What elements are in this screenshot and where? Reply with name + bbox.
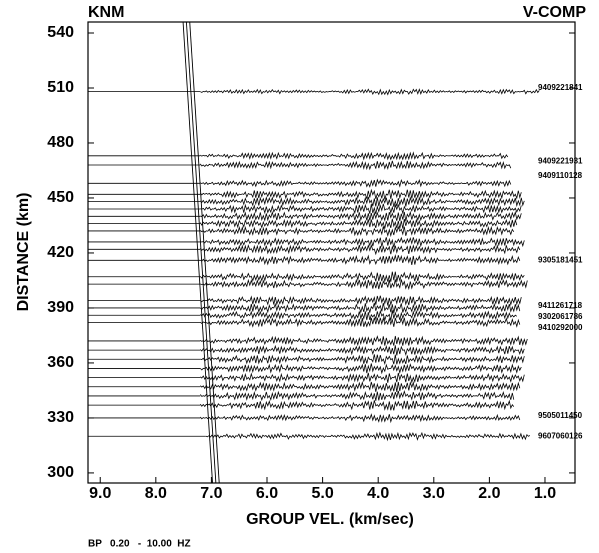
y-tick-label: 480: [47, 134, 74, 151]
trace-waveform: [200, 188, 522, 200]
trace-waveform: [200, 178, 512, 188]
trace-waveform: [200, 236, 525, 248]
trace-waveform: [199, 244, 521, 256]
velocity-reference-line: [189, 21, 220, 484]
x-tick-label: 4.0: [367, 485, 389, 502]
x-tick-label: 7.0: [200, 485, 222, 502]
trace-waveform: [200, 210, 522, 222]
trace-waveform: [200, 372, 525, 384]
event-label: 9505011450: [538, 411, 583, 420]
event-label: 9409110128: [538, 171, 583, 180]
y-tick-label: 300: [47, 464, 74, 481]
station-label: KNM: [88, 4, 124, 21]
trace-waveform: [199, 413, 521, 424]
velocity-reference-line: [185, 21, 217, 484]
trace-waveform: [205, 431, 531, 442]
trace-waveform: [200, 196, 525, 208]
trace-waveform: [200, 225, 515, 238]
x-axis-label: GROUP VEL. (km/sec): [246, 511, 414, 528]
y-tick-label: 450: [47, 189, 74, 206]
event-label: 9410292000: [538, 323, 583, 332]
event-label: 9305181451: [538, 255, 583, 264]
y-tick-label: 540: [47, 24, 74, 41]
y-axis-label: DISTANCE (km): [15, 193, 32, 312]
event-label: 9411261718: [538, 301, 583, 310]
event-label: 9607060126: [538, 431, 583, 440]
trace-waveform: [200, 295, 522, 307]
x-tick-label: 5.0: [311, 485, 333, 502]
y-tick-label: 330: [47, 409, 74, 426]
event-label: 9409221931: [538, 156, 583, 165]
trace-waveform: [200, 309, 518, 322]
trace-waveform: [200, 271, 525, 283]
trace-waveform: [200, 335, 528, 347]
y-tick-label: 420: [47, 244, 74, 261]
trace-waveform: [200, 316, 521, 328]
trace-waveform: [200, 203, 522, 215]
y-tick-label: 360: [47, 354, 74, 371]
x-tick-label: 2.0: [478, 485, 500, 502]
y-tick-label: 390: [47, 299, 74, 316]
trace-waveform: [200, 302, 521, 314]
y-tick-label: 510: [47, 79, 74, 96]
x-tick-label: 6.0: [256, 485, 278, 502]
event-label: 9302061786: [538, 312, 583, 321]
trace-waveform: [199, 160, 512, 171]
filter-note: BP 0.20 - 10.00 HZ: [88, 539, 191, 550]
event-label: 9409221841: [538, 83, 583, 92]
component-label: V-COMP: [523, 4, 586, 21]
trace-waveform: [200, 254, 521, 266]
trace-waveform: [200, 363, 522, 375]
trace-waveform: [199, 399, 515, 411]
x-tick-label: 1.0: [534, 485, 556, 502]
trace-waveform: [200, 151, 509, 161]
trace-waveform: [199, 389, 515, 402]
x-tick-label: 9.0: [89, 485, 111, 502]
trace-waveform: [199, 218, 518, 229]
trace-waveform: [200, 344, 525, 357]
trace-waveform: [200, 380, 521, 393]
trace-waveform: [200, 354, 525, 366]
x-tick-label: 3.0: [423, 485, 445, 502]
x-tick-label: 8.0: [145, 485, 167, 502]
velocity-reference-line: [182, 21, 213, 484]
trace-waveform: [200, 88, 540, 96]
trace-waveform: [200, 278, 528, 291]
